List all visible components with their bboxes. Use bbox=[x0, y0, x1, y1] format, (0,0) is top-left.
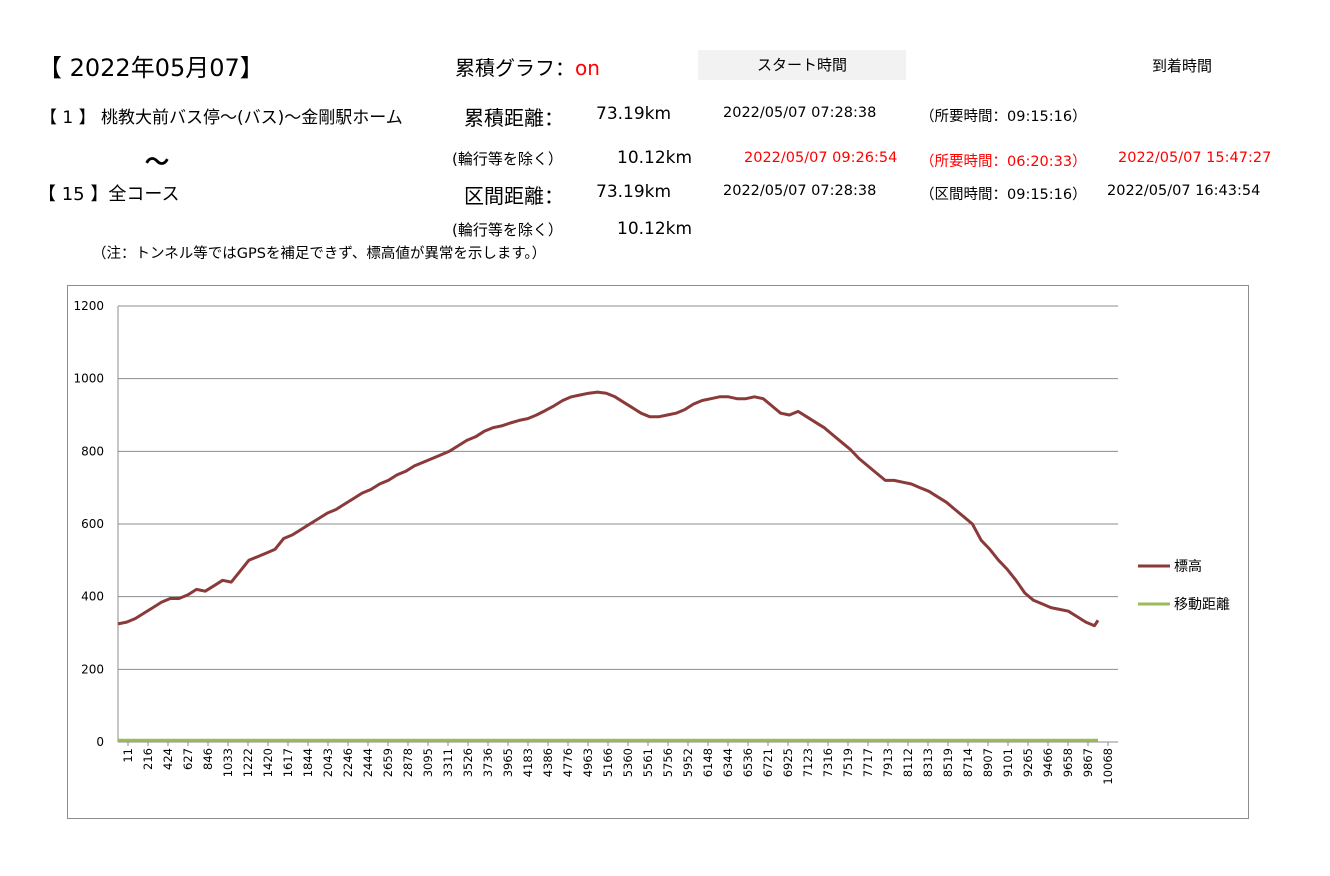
x-tick-label: 424 bbox=[161, 748, 175, 770]
x-tick-label: 8313 bbox=[921, 748, 935, 777]
x-tick-label: 2246 bbox=[341, 748, 355, 777]
excl-start-time-1: 2022/05/07 09:26:54 bbox=[744, 150, 898, 166]
x-tick-label: 4776 bbox=[561, 748, 575, 777]
section-arrival-time: 2022/05/07 16:43:54 bbox=[1107, 183, 1261, 199]
x-tick-label: 3311 bbox=[441, 748, 455, 777]
x-tick-label: 9867 bbox=[1081, 748, 1095, 777]
legend-label: 移動距離 bbox=[1174, 596, 1230, 613]
x-tick-label: 216 bbox=[141, 748, 155, 770]
cumulative-start-time: 2022/05/07 07:28:38 bbox=[723, 105, 877, 121]
x-tick-label: 8714 bbox=[961, 748, 975, 777]
x-tick-label: 3095 bbox=[421, 748, 435, 777]
x-tick-label: 1222 bbox=[241, 748, 255, 777]
x-tick-label: 5952 bbox=[681, 748, 695, 777]
x-tick-label: 627 bbox=[181, 748, 195, 770]
arrival-time-header: 到着時間 bbox=[1152, 57, 1213, 75]
x-tick-label: 1420 bbox=[261, 748, 275, 777]
x-tick-label: 5561 bbox=[641, 748, 655, 777]
x-tick-label: 7316 bbox=[821, 748, 835, 777]
x-tick-label: 8907 bbox=[981, 748, 995, 777]
x-tick-label: 846 bbox=[201, 748, 215, 770]
x-tick-label: 2444 bbox=[361, 748, 375, 777]
x-tick-label: 9466 bbox=[1041, 748, 1055, 777]
x-tick-label: 9658 bbox=[1061, 748, 1075, 777]
chart-canvas: 0 200 400 600 800 1000 1200 11 216 424 627 846 1033 1… bbox=[73, 299, 1230, 785]
y-tick-label: 400 bbox=[81, 590, 104, 604]
route-tilde: ～ bbox=[145, 148, 169, 176]
x-tick-label: 6344 bbox=[721, 748, 735, 777]
x-tick-label: 6148 bbox=[701, 748, 715, 777]
section-distance-label: 区間距離： bbox=[464, 184, 564, 208]
x-tick-label: 4386 bbox=[541, 748, 555, 777]
route-start-label: 【 1 】 桃教大前バス停～(バス)～金剛駅ホーム bbox=[40, 108, 403, 128]
x-tick-label: 7519 bbox=[841, 748, 855, 777]
x-tick-label: 2659 bbox=[381, 748, 395, 777]
y-tick-label: 1000 bbox=[73, 372, 104, 386]
excl-distance-1: 10.12km bbox=[617, 148, 693, 168]
gps-note: （注：トンネル等ではGPSを補足できず、標高値が異常を示します。） bbox=[92, 246, 547, 262]
x-tick-label: 9101 bbox=[1001, 748, 1015, 777]
excl-required-time-1: （所要時間：06:20:33） bbox=[920, 154, 1087, 170]
x-tick-label: 10068 bbox=[1101, 748, 1115, 785]
x-tick-label: 1844 bbox=[301, 748, 315, 777]
date-title: 【 2022年05月07】 bbox=[38, 54, 264, 82]
y-tick-label: 0 bbox=[96, 735, 104, 749]
cumulative-required-time: （所要時間：09:15:16） bbox=[920, 109, 1087, 125]
section-distance-value: 73.19km bbox=[596, 182, 672, 202]
y-tick-label: 1200 bbox=[73, 299, 104, 313]
start-time-header: スタート時間 bbox=[698, 50, 906, 80]
x-tick-label: 5360 bbox=[621, 748, 635, 777]
x-tick-label: 8519 bbox=[941, 748, 955, 777]
x-tick-label: 6925 bbox=[781, 748, 795, 777]
x-tick-label: 5166 bbox=[601, 748, 615, 777]
y-tick-label: 600 bbox=[81, 517, 104, 531]
elevation-chart: 0 200 400 600 800 1000 1200 11 216 424 627 846 1033 1… bbox=[67, 285, 1249, 819]
excl-label-2: (輪行等を除く） bbox=[452, 221, 563, 239]
x-tick-label: 3965 bbox=[501, 748, 515, 777]
section-start-time: 2022/05/07 07:28:38 bbox=[723, 183, 877, 199]
x-tick-label: 7717 bbox=[861, 748, 875, 777]
excl-distance-2: 10.12km bbox=[617, 219, 693, 239]
x-tick-label: 11 bbox=[121, 748, 135, 763]
x-tick-label: 8112 bbox=[901, 748, 915, 777]
x-tick-label: 5756 bbox=[661, 748, 675, 777]
x-tick-label: 2043 bbox=[321, 748, 335, 777]
x-tick-label: 7913 bbox=[881, 748, 895, 777]
x-tick-label: 3736 bbox=[481, 748, 495, 777]
x-tick-label: 9265 bbox=[1021, 748, 1035, 777]
cumulative-graph-toggle[interactable]: 累積グラフ：on bbox=[455, 52, 600, 81]
cumulative-graph-label: 累積グラフ： bbox=[455, 56, 575, 80]
cumulative-graph-value: on bbox=[575, 56, 600, 80]
cumulative-distance-value: 73.19km bbox=[596, 104, 672, 124]
excl-arrival-time-1: 2022/05/07 15:47:27 bbox=[1118, 150, 1272, 166]
x-tick-label: 1617 bbox=[281, 748, 295, 777]
section-time: （区間時間：09:15:16） bbox=[920, 187, 1087, 203]
x-tick-label: 1033 bbox=[221, 748, 235, 777]
legend-label: 標高 bbox=[1174, 558, 1202, 575]
excl-label-1: (輪行等を除く） bbox=[452, 150, 563, 168]
x-tick-label: 2878 bbox=[401, 748, 415, 777]
x-tick-label: 4183 bbox=[521, 748, 535, 777]
y-tick-label: 800 bbox=[81, 444, 104, 458]
series-line-elevation bbox=[117, 390, 1100, 628]
x-tick-label: 3526 bbox=[461, 748, 475, 777]
y-tick-label: 200 bbox=[81, 662, 104, 676]
cumulative-distance-label: 累積距離： bbox=[464, 106, 564, 130]
x-tick-label: 6721 bbox=[761, 748, 775, 777]
route-end-label: 【 15 】全コース bbox=[38, 184, 180, 205]
x-tick-label: 7123 bbox=[801, 748, 815, 777]
x-tick-label: 6536 bbox=[741, 748, 755, 777]
x-tick-label: 4963 bbox=[581, 748, 595, 777]
